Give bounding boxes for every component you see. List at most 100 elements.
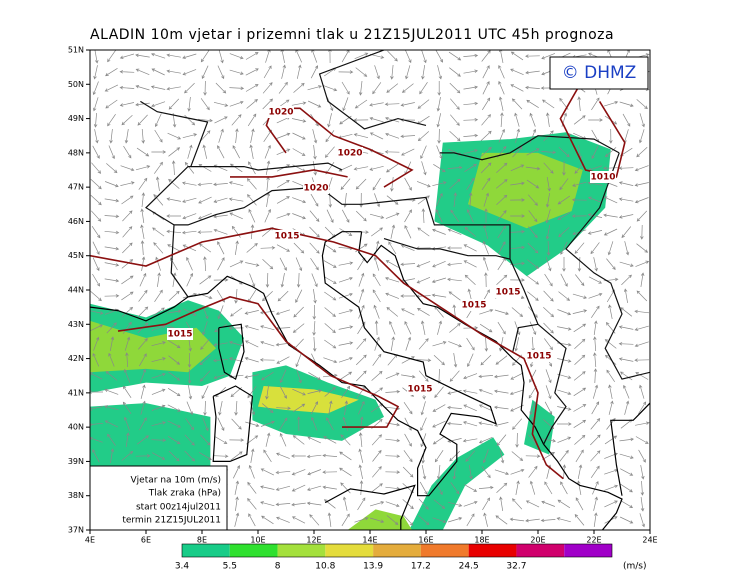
wind-arrow <box>262 82 273 94</box>
wind-arrow <box>307 389 322 394</box>
wind-arrow <box>479 323 493 333</box>
wind-arrow <box>416 261 431 268</box>
wind-arrow <box>121 306 134 317</box>
wind-arrow <box>151 101 166 108</box>
wind-arrow <box>590 418 601 430</box>
wind-arrow <box>309 514 320 526</box>
wind-arrow <box>200 130 211 142</box>
wind-arrow <box>482 240 489 255</box>
wind-arrow <box>624 241 630 256</box>
wind-arrow <box>620 483 633 493</box>
wind-arrow <box>493 389 509 394</box>
colorbar-segment <box>182 544 230 557</box>
wind-arrow <box>90 291 102 302</box>
wind-arrow <box>93 336 100 351</box>
wind-arrow <box>228 181 244 187</box>
wind-arrow <box>640 272 645 287</box>
wind-arrow <box>249 401 256 416</box>
wind-arrow <box>481 466 491 479</box>
wind-arrow <box>154 129 163 143</box>
wind-arrow <box>122 385 132 398</box>
wind-arrow <box>463 244 477 252</box>
wind-arrow <box>431 277 447 283</box>
wind-arrow <box>463 117 479 122</box>
wind-arrow <box>374 65 380 80</box>
wind-arrow <box>479 308 494 315</box>
wind-arrow <box>121 451 134 461</box>
wind-arrow <box>234 400 238 416</box>
lat-label: 44N <box>68 286 84 295</box>
wind-arrow <box>478 436 493 444</box>
wind-arrow <box>385 276 400 283</box>
wind-arrow <box>480 354 492 366</box>
wind-arrow <box>183 308 197 316</box>
wind-arrow <box>433 499 446 509</box>
logo-text: © DHMZ <box>562 63 637 83</box>
wind-arrow <box>559 449 569 462</box>
wind-arrow <box>634 197 649 204</box>
wind-arrow <box>185 418 195 431</box>
lon-label: 10E <box>250 536 265 545</box>
wind-arrow <box>512 498 523 510</box>
lon-label: 14E <box>362 536 377 545</box>
wind-arrow <box>401 148 415 156</box>
wind-arrow <box>291 101 307 106</box>
wind-arrow <box>135 165 151 171</box>
wind-arrow <box>168 355 181 365</box>
wind-arrow <box>244 325 259 331</box>
wind-arrow <box>182 53 197 59</box>
wind-arrow <box>590 465 600 478</box>
wind-arrow <box>292 132 306 140</box>
wind-arrow <box>359 480 364 496</box>
wind-arrow <box>374 193 381 208</box>
wind-arrow <box>124 336 131 351</box>
wind-arrow <box>198 118 213 123</box>
wind-arrow <box>260 468 275 476</box>
wind-arrow <box>509 517 525 522</box>
wind-arrow <box>618 166 634 170</box>
info-line: start 00z14jul2011 <box>136 503 221 513</box>
wind-arrow <box>607 241 614 256</box>
wind-arrow <box>322 453 338 458</box>
wind-arrow <box>525 518 540 523</box>
wind-arrow <box>200 434 211 446</box>
wind-arrow <box>496 274 508 286</box>
wind-arrow <box>213 278 229 282</box>
wind-arrow <box>155 176 160 191</box>
wind-arrow <box>638 449 646 463</box>
wind-arrow <box>197 230 213 234</box>
wind-arrow <box>385 486 401 491</box>
wind-arrow <box>529 321 537 336</box>
wind-arrow <box>279 257 287 271</box>
wind-arrow <box>419 82 428 95</box>
wind-arrow <box>213 373 228 380</box>
colorbar-label: 5.5 <box>223 562 237 572</box>
wind-arrow <box>167 388 181 397</box>
wind-arrow <box>154 161 163 174</box>
wind-arrow <box>619 437 635 442</box>
wind-arrow <box>358 464 363 479</box>
wind-arrow <box>544 401 553 415</box>
isobar-label-bg <box>167 328 193 340</box>
wind-arrow <box>449 178 461 189</box>
wind-arrow <box>355 243 368 253</box>
wind-arrow <box>338 70 354 74</box>
wind-arrow <box>577 96 581 112</box>
wind-arrow <box>231 418 242 430</box>
wind-arrow <box>385 163 399 173</box>
wind-arrow <box>150 85 166 90</box>
wind-arrow <box>385 212 400 219</box>
wind-shade <box>347 509 412 530</box>
wind-arrow <box>510 372 524 380</box>
wind-arrow <box>292 148 306 156</box>
wind-arrow <box>574 338 586 349</box>
wind-arrow <box>136 435 149 445</box>
country-border <box>537 323 567 445</box>
wind-arrow <box>528 465 538 478</box>
wind-arrow <box>400 134 416 139</box>
wind-arrow <box>259 358 275 362</box>
wind-arrow <box>618 342 634 346</box>
wind-arrow <box>135 85 150 91</box>
wind-arrow <box>276 212 291 219</box>
